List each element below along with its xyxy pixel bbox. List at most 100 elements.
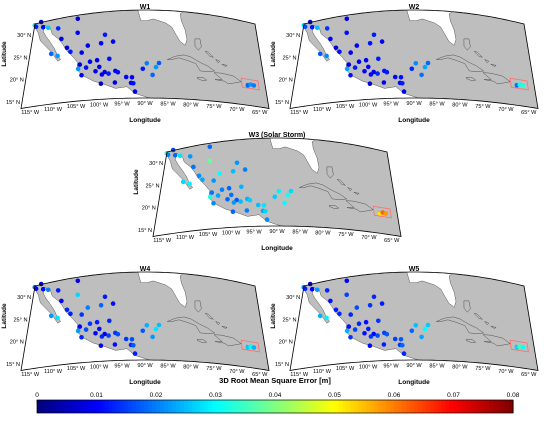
station-point: [344, 30, 350, 36]
colorbar-segment: [306, 400, 312, 413]
station-point: [115, 69, 121, 75]
station-point: [367, 81, 373, 86]
station-point: [324, 26, 330, 31]
lon-tick-label: 80° W: [183, 364, 199, 370]
lon-tick-label: 75° W: [206, 366, 222, 372]
station-point: [263, 209, 268, 214]
colorbar-segment: [44, 400, 50, 413]
station-point: [55, 288, 61, 293]
colorbar-segment: [191, 400, 197, 413]
colorbar-segment: [275, 400, 280, 413]
colorbar-segment: [195, 400, 201, 413]
colorbar-tick-label: 0.06: [388, 392, 401, 399]
colorbar-segment: [60, 400, 66, 413]
colorbar-segment: [76, 400, 82, 413]
colorbar-segment: [144, 400, 149, 413]
colorbar-segment: [128, 400, 133, 413]
station-point: [398, 75, 404, 80]
station-point: [79, 73, 84, 78]
colorbar-segment: [453, 400, 459, 413]
lon-tick-label: 95° W: [246, 229, 262, 235]
station-point: [384, 331, 390, 337]
station-point: [409, 328, 415, 334]
station-point: [132, 89, 138, 94]
colorbar-segment: [215, 400, 221, 413]
station-point: [129, 75, 135, 80]
land-layer: [290, 10, 538, 109]
station-point: [255, 202, 261, 208]
station-point: [337, 49, 342, 55]
colorbar-segment: [366, 400, 371, 413]
island-shape: [197, 339, 208, 343]
station-point: [409, 66, 415, 72]
lat-tick-label: 20° N: [142, 206, 156, 212]
station-point: [264, 217, 270, 222]
station-point: [384, 69, 390, 75]
colorbar-segment: [167, 400, 173, 413]
station-point: [419, 334, 424, 340]
station-point: [239, 184, 244, 190]
colorbar-segment: [239, 400, 244, 413]
colorbar-segment: [163, 400, 169, 413]
land-layer: [21, 10, 269, 109]
station-point: [207, 194, 213, 200]
lon-tick-label: 90° W: [406, 363, 422, 369]
colorbar-segment: [263, 400, 268, 413]
station-point: [348, 335, 353, 340]
colorbar-segment: [342, 400, 347, 413]
lon-tick-label: 95° W: [114, 101, 130, 107]
colorbar-segment: [175, 400, 181, 413]
colorbar-segment: [489, 400, 494, 413]
lon-tick-label: 65° W: [384, 238, 400, 244]
station-point: [112, 342, 118, 347]
map-panel: 115° W 110° W 105° W 100° W 95° W 90° W 85° W 8…: [133, 132, 402, 252]
lon-tick-label: 75° W: [338, 232, 354, 238]
colorbar-segment: [493, 400, 498, 413]
station-point: [231, 200, 237, 205]
station-point: [356, 321, 362, 327]
island-shape: [204, 312, 215, 320]
colorbar-segment: [425, 400, 431, 413]
colorbar-segment: [227, 400, 232, 413]
island-shape: [213, 334, 242, 347]
colorbar-tick-label: 0.04: [269, 392, 282, 399]
station-point: [77, 62, 83, 67]
station-point: [59, 298, 64, 304]
map-panel: 115° W 110° W 105° W 100° W 95° W 90° W 85° W 8…: [270, 4, 539, 124]
station-point: [362, 69, 367, 74]
colorbar-segment: [96, 400, 102, 413]
station-point: [413, 323, 419, 328]
colorbar-segment: [148, 400, 153, 413]
station-point: [102, 32, 108, 38]
lon-tick-label: 80° W: [452, 364, 468, 370]
colorbar-segment: [37, 400, 42, 413]
lon-tick-label: 105° W: [67, 366, 86, 372]
panel-title: W3 (Solar Storm): [249, 132, 306, 139]
mainland-shape: [21, 272, 269, 371]
colorbar-segment: [314, 400, 320, 413]
station-point: [93, 69, 98, 74]
station-point: [83, 327, 89, 332]
colorbar-segment: [290, 400, 296, 413]
lon-tick-label: 115° W: [21, 110, 40, 116]
station-point: [59, 36, 64, 42]
map-frame: [20, 9, 270, 109]
colorbar-segment: [413, 400, 419, 413]
station-point: [314, 287, 320, 293]
station-point: [156, 60, 162, 66]
colorbar-segment: [449, 400, 455, 413]
station-point: [379, 39, 385, 44]
colorbar-segment: [48, 400, 54, 413]
station-point: [77, 324, 83, 329]
station-point: [352, 65, 358, 70]
map-panels: 115° W 110° W 105° W 100° W 95° W 90° W 85° W 8…: [1, 4, 539, 386]
map-frame: [289, 9, 539, 109]
station-point: [140, 328, 146, 334]
station-point: [419, 72, 424, 78]
station-point: [234, 160, 240, 166]
colorbar-segment: [92, 400, 98, 413]
colorbar-segment: [429, 400, 435, 413]
colorbar-segment: [509, 400, 514, 413]
lon-tick-label: 90° W: [137, 363, 153, 369]
lon-tick-label: 115° W: [290, 110, 309, 116]
